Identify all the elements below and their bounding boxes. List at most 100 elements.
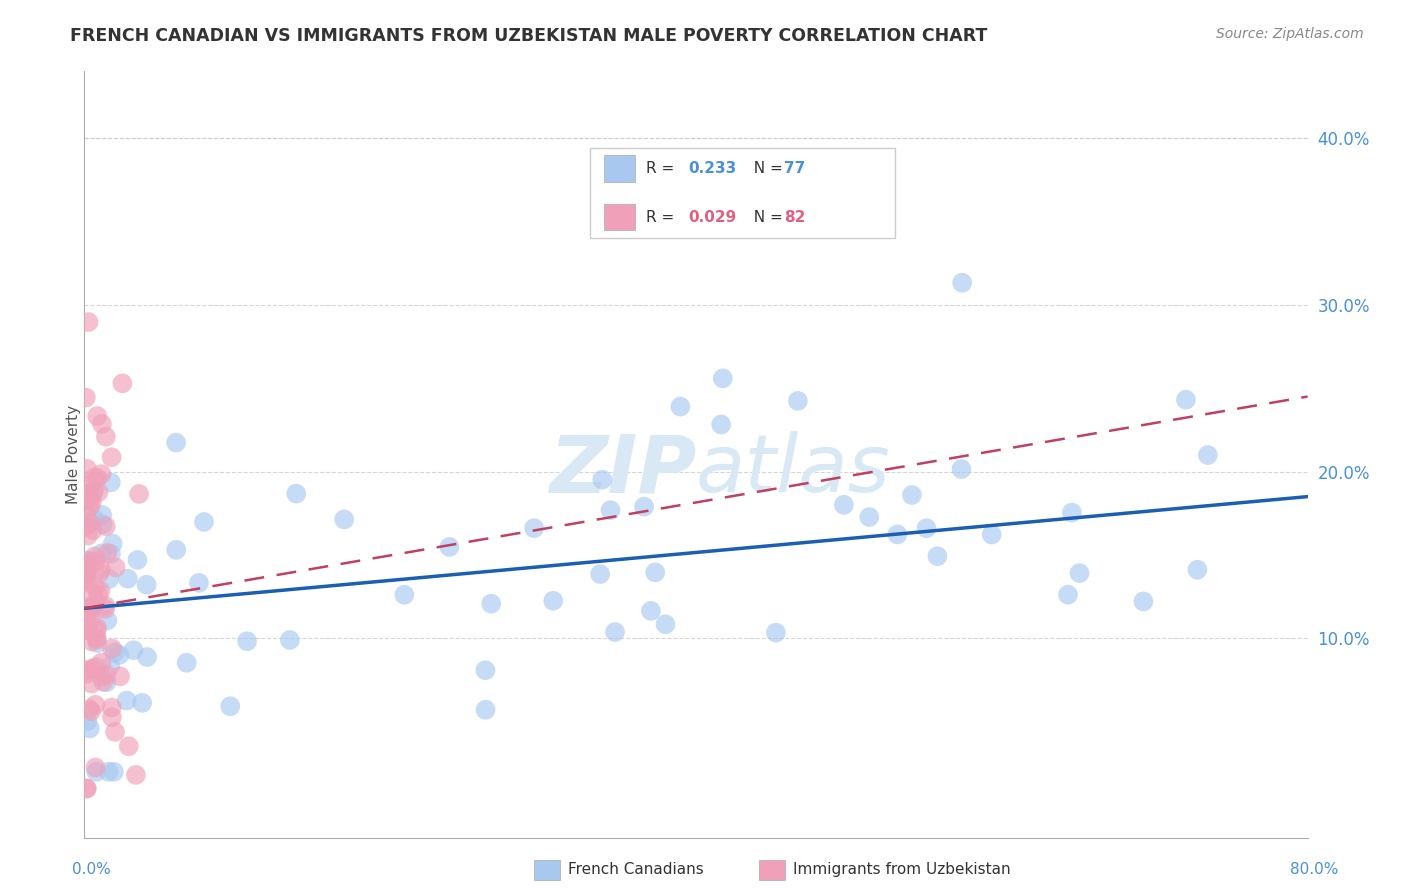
Text: R =: R = <box>647 210 679 225</box>
Point <box>101 710 124 724</box>
Point <box>84 595 107 609</box>
Point <box>96 546 118 560</box>
Point <box>165 435 187 450</box>
Point <box>950 462 973 476</box>
Point <box>135 578 157 592</box>
Point <box>90 417 112 431</box>
Point <box>80 554 103 568</box>
Point <box>127 553 149 567</box>
Point <box>589 567 612 582</box>
Point <box>927 549 949 564</box>
Point <box>77 493 100 508</box>
Point <box>75 781 97 796</box>
Point <box>603 625 626 640</box>
Point <box>79 702 101 716</box>
Text: FRENCH CANADIAN VS IMMIGRANTS FROM UZBEKISTAN MALE POVERTY CORRELATION CHART: FRENCH CANADIAN VS IMMIGRANTS FROM UZBEK… <box>70 27 987 45</box>
Point <box>79 609 101 624</box>
Point <box>89 566 111 580</box>
Point <box>77 486 100 500</box>
Point <box>80 704 103 718</box>
Point <box>75 391 97 405</box>
Point <box>91 517 114 532</box>
Point <box>83 512 105 526</box>
Point <box>79 500 101 514</box>
Point <box>278 633 301 648</box>
Point <box>94 519 117 533</box>
Y-axis label: Male Poverty: Male Poverty <box>66 405 80 505</box>
Point <box>90 562 112 576</box>
Point <box>90 656 112 670</box>
Point <box>236 634 259 648</box>
Point <box>84 581 107 595</box>
Point <box>1057 588 1080 602</box>
Point <box>91 674 114 689</box>
Point <box>82 523 104 537</box>
Point <box>654 617 676 632</box>
Point <box>86 409 108 423</box>
Point <box>640 604 662 618</box>
Point <box>76 556 98 570</box>
Text: ZIP: ZIP <box>548 431 696 509</box>
Point <box>219 699 242 714</box>
Point <box>541 594 564 608</box>
Point <box>103 764 125 779</box>
Point <box>82 586 104 600</box>
Text: French Canadians: French Canadians <box>568 863 704 877</box>
Point <box>591 473 613 487</box>
Text: R =: R = <box>647 161 679 177</box>
Point <box>108 669 131 683</box>
Point <box>915 521 938 535</box>
Point <box>98 659 121 673</box>
Point <box>75 568 97 582</box>
Point <box>87 587 110 601</box>
Point <box>1132 594 1154 608</box>
Point <box>1060 506 1083 520</box>
Point <box>77 624 100 638</box>
Point <box>84 555 107 569</box>
Point <box>75 558 97 573</box>
Point <box>76 623 98 637</box>
Point <box>858 510 880 524</box>
Point <box>79 722 101 736</box>
Point <box>86 632 108 647</box>
Point <box>77 528 100 542</box>
Point <box>97 764 120 779</box>
Point <box>104 645 127 659</box>
Point <box>75 571 97 585</box>
Point <box>136 650 159 665</box>
Point <box>83 549 105 564</box>
Point <box>75 566 97 580</box>
Point <box>75 663 97 677</box>
Point <box>79 516 101 530</box>
Point <box>100 547 122 561</box>
Point <box>89 584 111 599</box>
Point <box>75 566 97 580</box>
Point <box>86 471 108 485</box>
Point <box>711 371 734 385</box>
Point <box>86 636 108 650</box>
Point <box>90 546 112 560</box>
Point <box>669 400 692 414</box>
Point <box>901 488 924 502</box>
Point <box>832 498 855 512</box>
Point <box>75 563 97 577</box>
Point <box>980 527 1002 541</box>
Point <box>77 315 100 329</box>
Text: atlas: atlas <box>696 431 891 509</box>
Point <box>122 643 145 657</box>
Point <box>886 527 908 541</box>
Point <box>333 512 356 526</box>
Point <box>94 602 117 616</box>
Point <box>104 725 127 739</box>
Point <box>76 602 98 616</box>
Point <box>76 554 98 568</box>
Point <box>474 703 496 717</box>
Point <box>76 462 98 476</box>
Point <box>523 521 546 535</box>
Point <box>100 450 122 465</box>
Point <box>77 606 100 620</box>
Point <box>599 503 621 517</box>
Text: Immigrants from Uzbekistan: Immigrants from Uzbekistan <box>793 863 1011 877</box>
Point <box>1197 448 1219 462</box>
Point <box>90 670 112 684</box>
